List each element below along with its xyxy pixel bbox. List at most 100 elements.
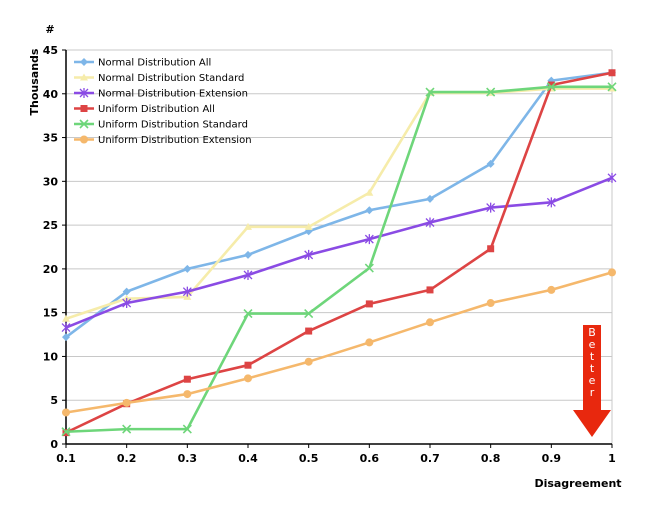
y-tick-labels: 0 5 10 15 20 25 30 35 40 45 <box>43 44 66 451</box>
data-point <box>183 375 191 383</box>
y-tick-label: 25 <box>43 219 58 232</box>
legend: Normal Distribution All Normal Distributi… <box>74 58 252 146</box>
data-point <box>304 308 314 319</box>
legend-marker <box>80 73 88 81</box>
x-tick-label: 1 <box>608 452 616 465</box>
data-point <box>304 249 314 260</box>
gridlines <box>66 49 613 444</box>
series-uniform-distribution-standard <box>61 82 617 437</box>
x-tick-label: 0.5 <box>299 452 319 465</box>
data-point <box>426 286 434 294</box>
data-point <box>608 268 616 277</box>
legend-marker <box>80 105 88 112</box>
series-line <box>65 71 613 434</box>
data-point <box>547 285 556 294</box>
data-point <box>487 245 495 253</box>
data-point <box>61 427 71 437</box>
y-axis-title: Thousands <box>28 48 41 115</box>
data-point <box>364 263 374 273</box>
y-tick-label: 20 <box>43 263 59 276</box>
legend-item: Uniform Distribution All <box>74 104 215 115</box>
y-tick-label: 40 <box>43 88 59 101</box>
data-point <box>608 69 616 77</box>
data-point <box>122 398 131 407</box>
series-layer <box>61 68 617 437</box>
legend-item: Uniform Distribution Extension <box>74 135 252 146</box>
x-tick-label: 0.1 <box>56 452 76 465</box>
better-arrow-shape <box>573 325 611 437</box>
data-point <box>547 81 555 89</box>
data-point <box>304 222 313 230</box>
x-tick-label: 0.8 <box>481 452 501 465</box>
data-point <box>365 188 374 196</box>
legend-marker <box>79 88 89 98</box>
x-tick-label: 0.9 <box>542 452 562 465</box>
data-point <box>62 314 70 322</box>
data-point <box>607 172 617 183</box>
y-unit-label: # <box>45 23 54 36</box>
data-point <box>486 202 496 213</box>
data-point <box>244 250 252 259</box>
x-tick-label: 0.6 <box>360 452 380 465</box>
better-letter: e <box>589 374 596 387</box>
data-point <box>365 338 374 347</box>
data-point <box>305 327 313 335</box>
data-point <box>364 234 374 245</box>
series-line <box>65 176 613 329</box>
data-point <box>62 333 70 342</box>
data-point <box>122 298 132 309</box>
y-tick-label: 0 <box>50 438 58 451</box>
y-tick-label: 35 <box>43 132 58 145</box>
data-point <box>546 197 556 208</box>
y-tick-label: 10 <box>43 350 59 363</box>
data-point <box>183 264 192 273</box>
legend-item: Normal Distribution Standard <box>74 73 244 84</box>
legend-item: Normal Distribution Extension <box>74 88 248 100</box>
legend-marker <box>79 119 89 129</box>
data-point <box>546 82 556 92</box>
x-tick-label: 0.7 <box>420 452 440 465</box>
data-point <box>607 82 617 92</box>
legend-label: Uniform Distribution All <box>98 104 215 115</box>
data-point <box>61 322 71 333</box>
data-point <box>244 222 252 230</box>
data-point <box>486 87 496 97</box>
data-point <box>365 300 373 308</box>
better-letter: t <box>590 362 595 375</box>
data-point <box>425 87 435 97</box>
data-point <box>365 206 374 215</box>
series-normal-distribution-extension <box>61 172 617 333</box>
better-letter: e <box>589 338 596 351</box>
x-tick-label: 0.4 <box>238 452 258 465</box>
data-point <box>244 361 252 369</box>
data-point <box>62 408 70 417</box>
data-point <box>122 424 132 434</box>
legend-item: Uniform Distribution Standard <box>74 119 248 131</box>
legend-label: Normal Distribution All <box>98 58 211 69</box>
better-letter: t <box>590 350 595 363</box>
legend-marker <box>80 135 88 144</box>
series-uniform-distribution-extension <box>62 268 616 417</box>
y-tick-label: 30 <box>43 175 59 188</box>
x-tick-label: 0.2 <box>117 452 137 465</box>
y-tick-label: 45 <box>43 44 58 57</box>
series-line <box>65 85 612 434</box>
data-point <box>182 424 192 434</box>
y-tick-label: 5 <box>50 394 58 407</box>
data-point <box>486 299 495 308</box>
data-point <box>243 270 253 281</box>
y-tick-label: 15 <box>43 307 58 320</box>
legend-label: Uniform Distribution Extension <box>98 135 252 146</box>
data-point <box>182 286 192 297</box>
series-line <box>65 71 613 339</box>
legend-label: Normal Distribution Standard <box>98 73 244 84</box>
series-line <box>65 271 613 414</box>
data-point <box>243 308 253 319</box>
data-point <box>304 357 313 366</box>
x-tick-label: 0.3 <box>178 452 198 465</box>
data-point <box>425 217 435 228</box>
better-letter: r <box>590 386 595 399</box>
